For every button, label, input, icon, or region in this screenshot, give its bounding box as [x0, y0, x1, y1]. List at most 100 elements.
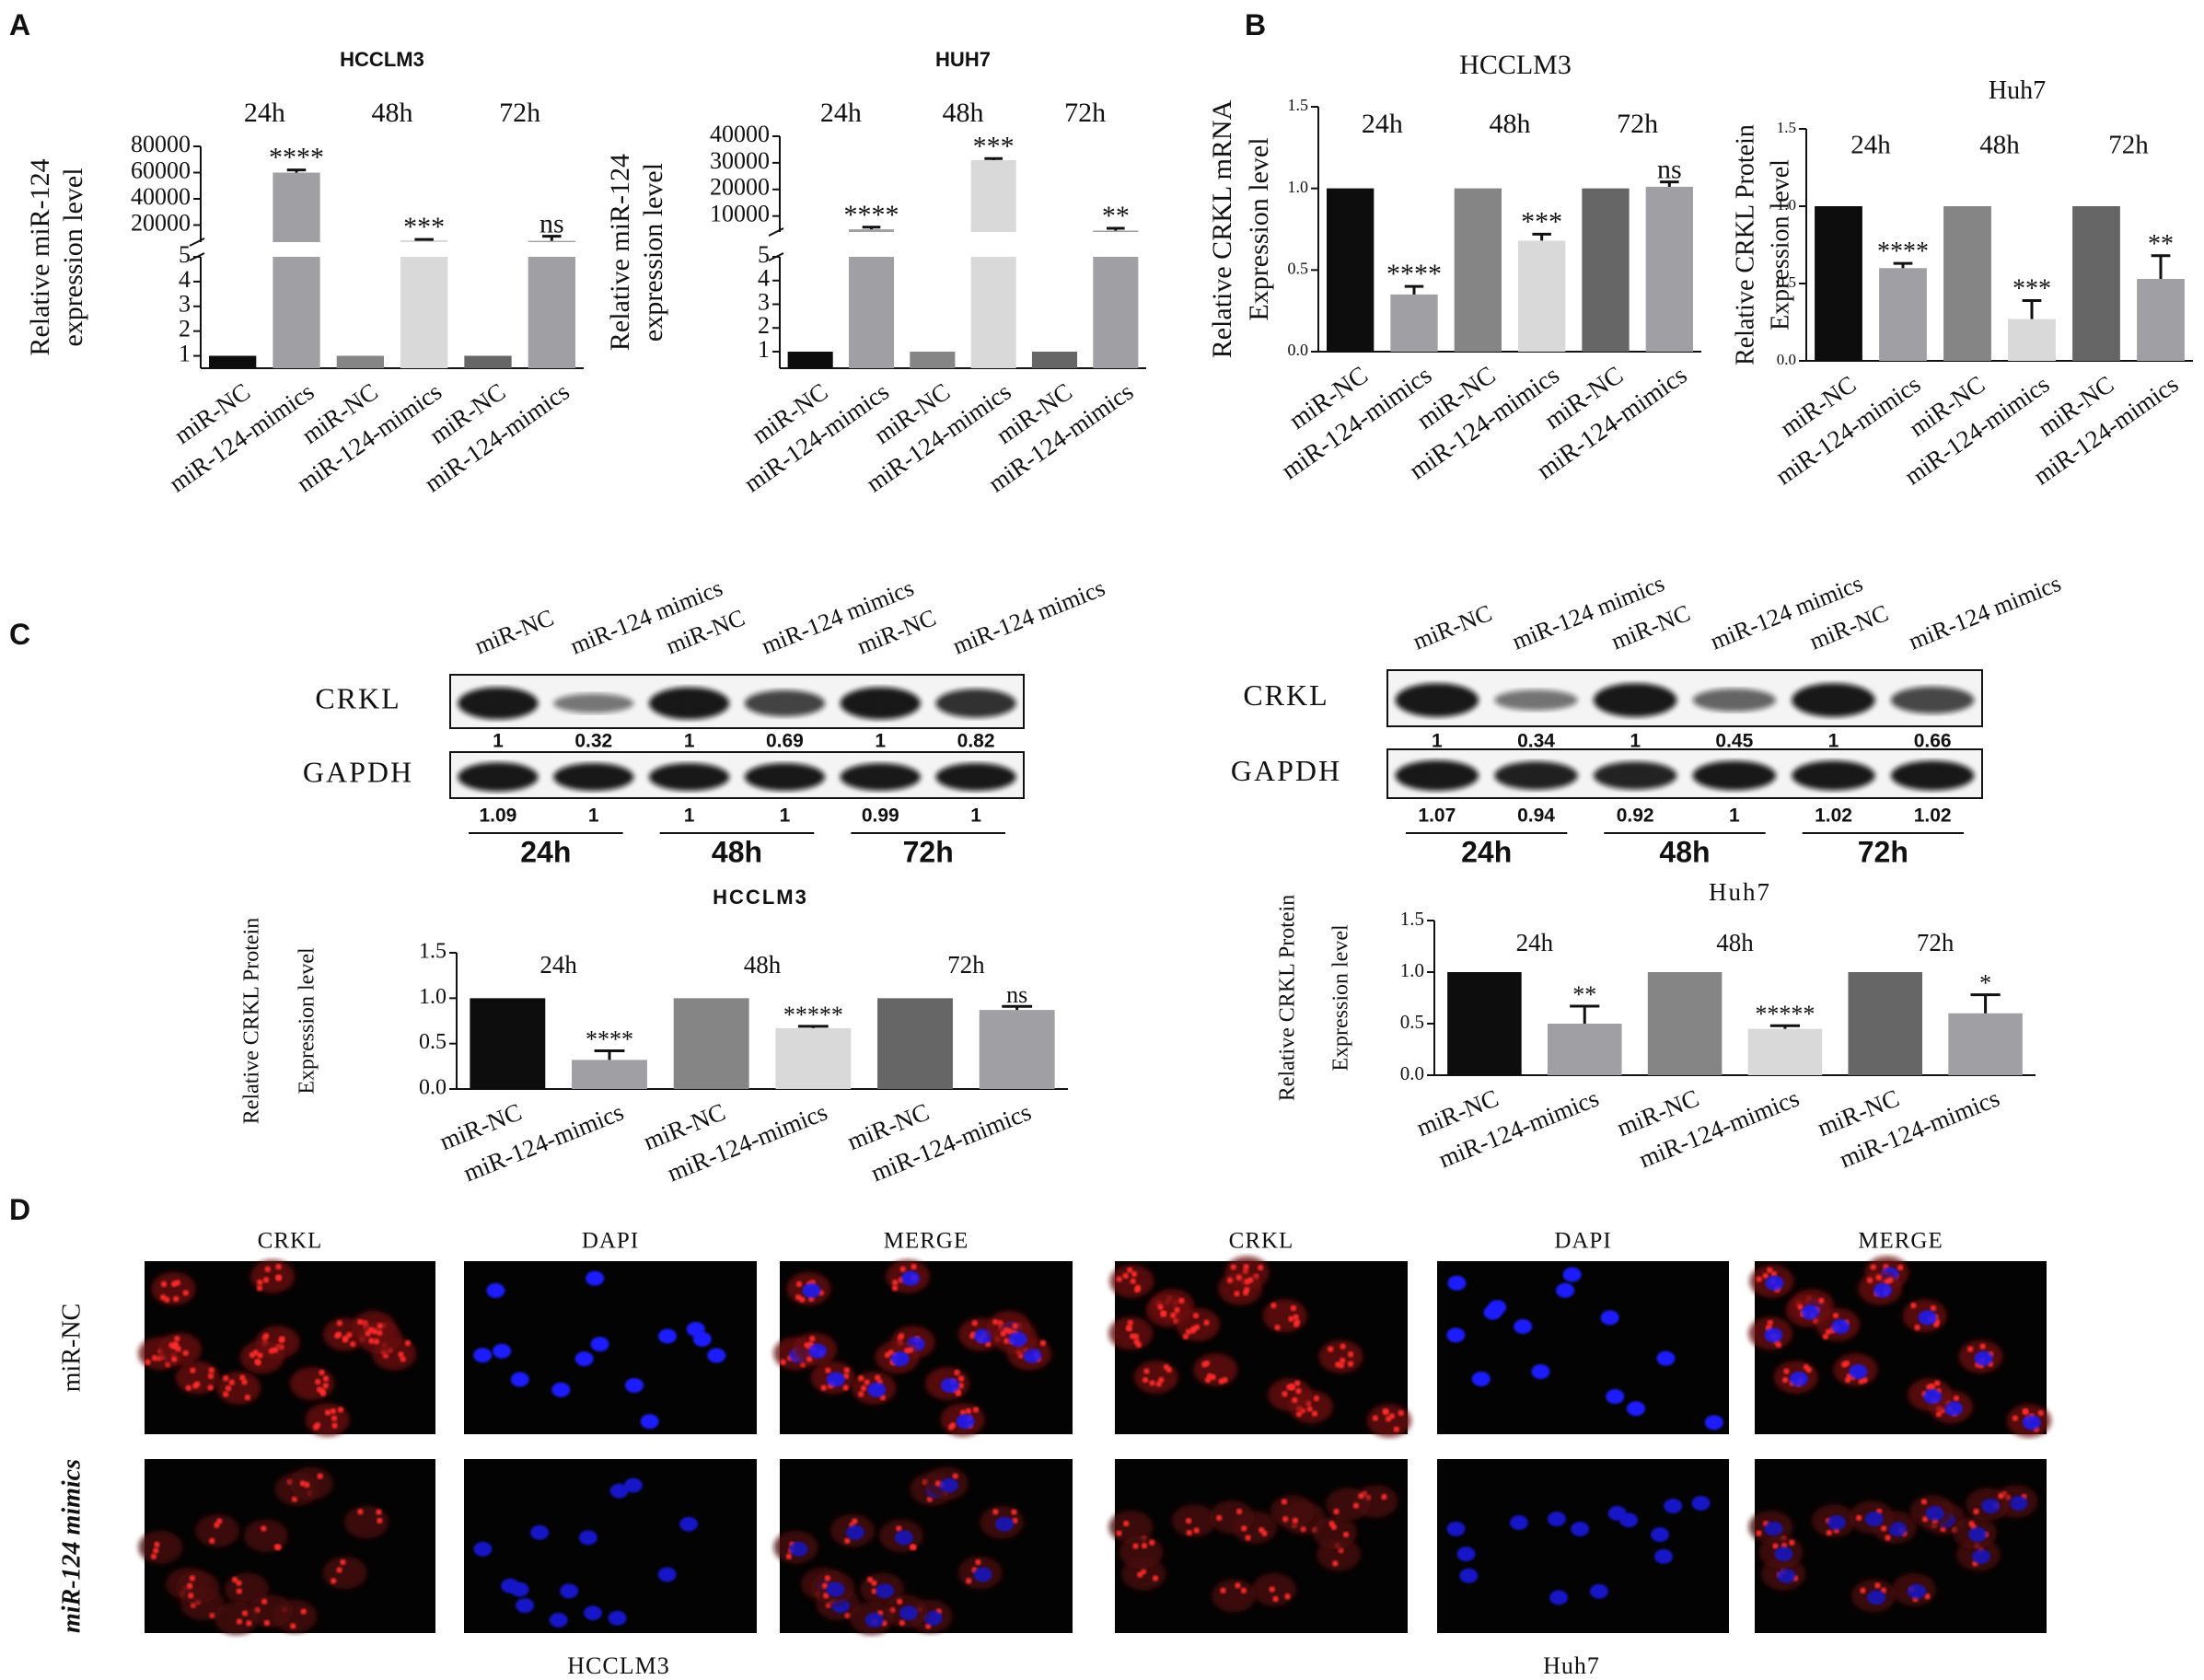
bar: [1093, 230, 1139, 368]
crkl-puncta: [1123, 1520, 1130, 1527]
nucleus: [1943, 1401, 1963, 1417]
error-bar: [984, 156, 1003, 160]
fluorescence-image: [773, 1459, 1073, 1635]
nucleus: [560, 1583, 579, 1599]
panel-label: C: [9, 618, 30, 651]
y-tick-label: 1.0: [419, 985, 447, 1009]
fluorescence-image: [464, 1261, 757, 1434]
blot-band: [1890, 760, 1975, 791]
nucleus: [1849, 1364, 1868, 1380]
crkl-puncta: [1797, 1303, 1804, 1311]
band-quantification: 1: [1432, 731, 1443, 752]
crkl-puncta: [291, 1496, 298, 1502]
error-bar: [414, 238, 434, 241]
crkl-puncta: [1116, 1530, 1122, 1536]
nucleus: [530, 1524, 550, 1540]
y-axis-label: Expression level: [1329, 924, 1353, 1072]
bar: [1447, 972, 1522, 1075]
crkl-puncta: [1342, 1531, 1350, 1538]
nucleus: [1907, 1583, 1926, 1599]
crkl-puncta: [1770, 1270, 1778, 1278]
nucleus: [692, 1331, 712, 1347]
crkl-puncta: [194, 1381, 201, 1387]
cell-body: [214, 1601, 259, 1635]
crkl-puncta: [959, 1409, 967, 1416]
crkl-puncta: [279, 1336, 285, 1342]
y-tick-label: 40000: [131, 183, 191, 210]
y-tick-label: 60000: [131, 156, 191, 183]
crkl-puncta: [1874, 1582, 1881, 1589]
y-tick-label: 1.5: [1288, 96, 1309, 114]
crkl-puncta: [1127, 1319, 1133, 1327]
nucleus: [876, 1583, 895, 1599]
crkl-puncta: [1215, 1514, 1223, 1522]
group-label: 72h: [947, 951, 985, 979]
nucleus: [1651, 1527, 1670, 1543]
nucleus: [1456, 1547, 1476, 1562]
bar: [1518, 240, 1566, 352]
y-tick-label: 1: [758, 336, 770, 363]
blot-band: [1792, 683, 1875, 717]
bar: [1747, 1028, 1823, 1075]
y-tick-label: 0.5: [1288, 259, 1309, 277]
crkl-puncta: [1218, 1378, 1224, 1385]
crkl-puncta: [806, 1356, 813, 1362]
crkl-puncta: [809, 1335, 816, 1342]
nucleus: [1764, 1327, 1783, 1343]
nucleus: [624, 1377, 644, 1393]
crkl-puncta: [322, 1383, 329, 1389]
cell-body: [1313, 1516, 1358, 1550]
bar: [400, 239, 448, 368]
nucleus: [973, 1567, 992, 1582]
bar: [209, 355, 257, 368]
nucleus: [901, 1270, 921, 1286]
crkl-puncta: [857, 1375, 864, 1382]
crkl-puncta: [272, 1347, 279, 1353]
crkl-puncta: [1242, 1290, 1249, 1296]
fluorescence-image: [1437, 1261, 1729, 1434]
crkl-puncta: [1300, 1525, 1306, 1533]
crkl-puncta: [174, 1335, 180, 1342]
significance-label: *****: [1755, 1001, 1815, 1027]
crkl-puncta: [1762, 1272, 1769, 1280]
crkl-puncta: [1910, 1302, 1917, 1309]
bar: [673, 998, 749, 1089]
cell-body: [1193, 1353, 1238, 1387]
y-tick-label: 10000: [710, 201, 770, 227]
nucleus: [1607, 1505, 1627, 1521]
band-quantification: 1: [493, 731, 504, 752]
crkl-puncta: [820, 1385, 827, 1391]
crkl-puncta: [1143, 1368, 1150, 1374]
nucleus: [1971, 1548, 1990, 1564]
band-quantification: 1.09: [479, 805, 516, 827]
nucleus: [1777, 1568, 1796, 1583]
blot-band: [840, 763, 921, 791]
crkl-puncta: [256, 1285, 263, 1292]
image-background: [1437, 1459, 1729, 1633]
cell-body: [1326, 1487, 1371, 1521]
crkl-puncta: [899, 1266, 906, 1272]
crkl-puncta: [1201, 1361, 1208, 1368]
crkl-puncta: [1281, 1499, 1288, 1505]
nucleus: [551, 1382, 571, 1397]
crkl-puncta: [1163, 1363, 1170, 1371]
group-label: 72h: [1064, 98, 1106, 128]
nucleus: [939, 1477, 958, 1493]
bar: [273, 172, 320, 368]
crkl-puncta: [145, 1359, 151, 1365]
nucleus: [923, 1610, 943, 1626]
nucleus: [1549, 1590, 1569, 1605]
group-label: 48h: [1490, 109, 1531, 139]
crkl-puncta: [331, 1422, 338, 1429]
y-tick-label: 2: [179, 316, 191, 342]
crkl-puncta: [2012, 1415, 2019, 1421]
crkl-puncta: [175, 1346, 181, 1352]
blot-band: [648, 687, 730, 720]
group-label: 24h: [244, 98, 285, 128]
crkl-puncta: [1235, 1582, 1241, 1589]
y-tick-label: 1: [179, 341, 191, 367]
crkl-puncta: [1866, 1277, 1873, 1283]
y-tick-label: 0.0: [1777, 351, 1796, 368]
crkl-puncta: [337, 1407, 344, 1413]
chart-title: Huh7: [1989, 76, 2046, 105]
